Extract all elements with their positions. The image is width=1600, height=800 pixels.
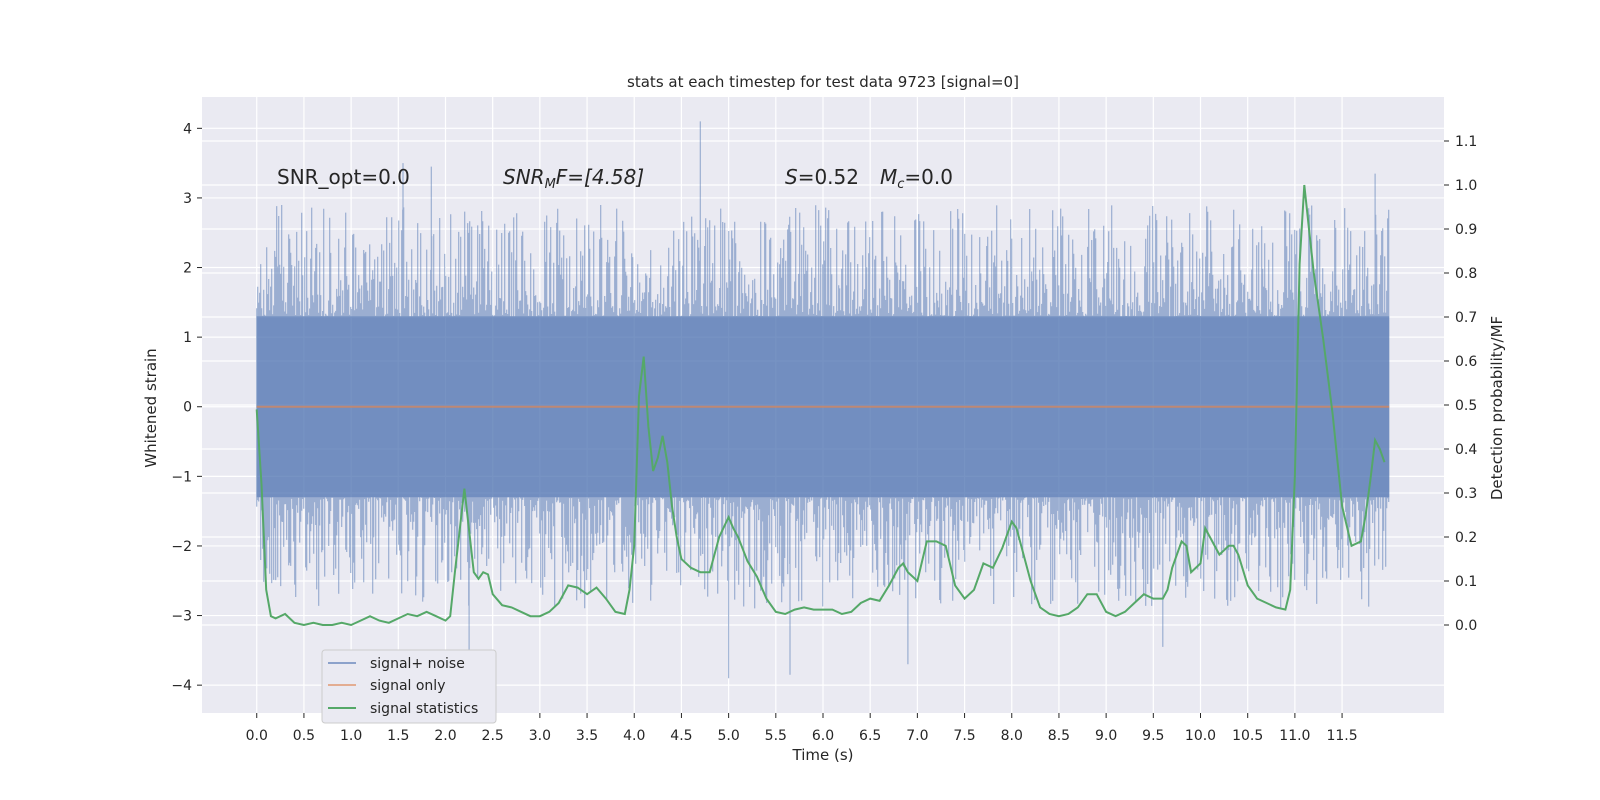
x-tick-label: 0.0 [246,728,268,744]
y-tick-label: 2 [183,261,192,277]
x-tick-label: 6.5 [859,728,881,744]
x-tick-label: 2.5 [482,728,504,744]
x-tick-label: 4.5 [670,728,692,744]
y-tick-label: −1 [171,469,192,485]
y2-tick-label: 0.4 [1455,442,1477,458]
snr-mf-annotation: SNRMF=[4.58] [503,165,644,192]
y2-tick-label: 0.3 [1455,486,1477,502]
mc-label: M [880,165,897,189]
x-tick-label: 11.5 [1326,728,1357,744]
y-tick-label: 0 [183,400,192,416]
y-tick-label: 4 [183,121,192,137]
y2-tick-label: 0.0 [1455,618,1477,634]
x-axis-label: Time (s) [792,746,854,764]
s-value: =0.52 [798,165,859,189]
y2-axis-label: Detection probability/MF [1488,316,1506,500]
y-tick-label: 1 [183,330,192,346]
y-tick-label: −4 [171,678,192,694]
x-tick-label: 1.5 [387,728,409,744]
legend-box [321,649,497,724]
y2-tick-label: 0.2 [1455,530,1477,546]
y-tick-label: −2 [171,539,192,555]
mc-annotation: Mc=0.0 [880,165,953,192]
snr-mf-subscript: M [545,177,556,192]
legend-entry-signal-plus-noise: signal+ noise [370,656,465,672]
x-axis-ticks: 0.0 0.5 1.0 1.5 2.0 2.5 3.0 3.5 4.0 4.5 5.0 5.5 6.0 6… [246,713,1358,744]
chart-title: stats at each timestep for test data 972… [627,73,1019,91]
x-tick-label: 10.5 [1232,728,1263,744]
y2-tick-label: 0.9 [1455,222,1477,238]
y2-tick-label: 0.5 [1455,398,1477,414]
y2-axis-ticks: 0.0 0.1 0.2 0.3 0.4 0.5 0.6 0.7 0.8 0.9 1.0 1.1 [1444,134,1477,634]
snr-mf-base: SNR [503,165,545,189]
x-tick-label: 6.0 [812,728,834,744]
y-axis-label: Whitened strain [142,348,160,467]
mc-value: =0.0 [904,165,953,189]
signal-statistics-line [255,184,1386,627]
y2-tick-label: 1.0 [1455,178,1477,194]
signal-statistics-series [255,184,1386,627]
legend: signal+ noise signal only signal statist… [321,649,497,724]
legend-entry-signal-statistics: signal statistics [370,701,478,717]
y2-tick-label: 0.6 [1455,354,1477,370]
legend-entry-signal-only: signal only [370,678,445,694]
x-tick-label: 0.5 [293,728,315,744]
x-tick-label: 5.0 [717,728,739,744]
mc-subscript: c [897,177,904,192]
x-tick-label: 5.5 [765,728,787,744]
x-tick-label: 9.5 [1142,728,1164,744]
snr-opt-annotation: SNR_opt=0.0 [277,165,410,189]
y2-tick-label: 1.1 [1455,134,1477,150]
x-tick-label: 1.0 [340,728,362,744]
x-tick-label: 3.0 [529,728,551,744]
s-annotation: S=0.52 [785,165,859,189]
x-tick-label: 2.0 [434,728,456,744]
s-label: S [785,165,798,189]
x-tick-label: 11.0 [1279,728,1310,744]
x-tick-label: 8.0 [1001,728,1023,744]
x-tick-label: 7.0 [906,728,928,744]
x-tick-label: 7.5 [953,728,975,744]
y-tick-label: −3 [171,609,192,625]
x-tick-label: 3.5 [576,728,598,744]
snr-mf-rest: F=[4.58] [556,165,644,189]
x-tick-label: 10.0 [1185,728,1216,744]
x-tick-label: 4.0 [623,728,645,744]
y-tick-label: 3 [183,191,192,207]
y2-tick-label: 0.7 [1455,310,1477,326]
x-tick-label: 9.0 [1095,728,1117,744]
x-tick-label: 8.5 [1048,728,1070,744]
y2-tick-label: 0.8 [1455,266,1477,282]
y-axis-ticks: −4 −3 −2 −1 0 1 2 3 4 [171,121,202,694]
y2-tick-label: 0.1 [1455,574,1477,590]
